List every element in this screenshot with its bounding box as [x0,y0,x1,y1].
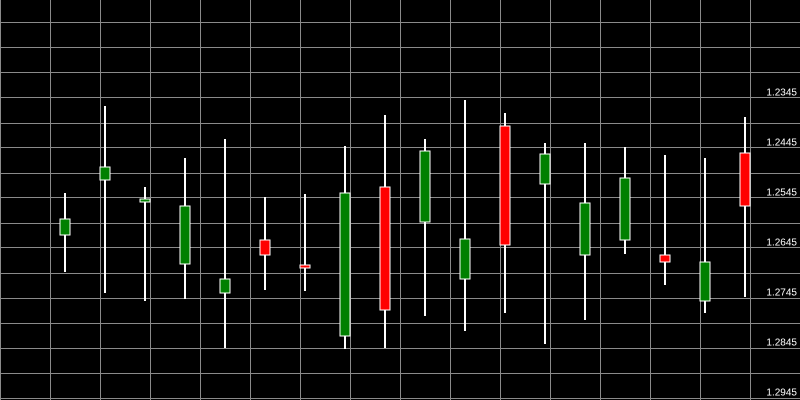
candle-body [499,125,511,246]
y-tick-label: 1.2445 [766,138,797,149]
candle-body [459,238,471,280]
candle-body [739,152,751,207]
y-tick-label: 1.2345 [766,88,797,99]
candle-body [539,153,551,185]
y-tick-label: 1.2545 [766,188,797,199]
candle-body [299,264,311,269]
candle-body [699,261,711,302]
y-tick-label: 1.2845 [766,338,797,349]
candle-body [99,166,111,181]
candle-body [379,186,391,311]
candle-body [339,192,351,337]
candle-body [619,177,631,241]
y-tick-label: 1.2745 [766,288,797,299]
candle-body [139,198,151,203]
candle-body [59,218,71,236]
y-tick-label: 1.2945 [766,388,797,399]
candle-body [179,205,191,265]
candle-body [419,150,431,223]
candle-body [659,254,671,263]
candle-body [579,202,591,256]
candle-body [259,239,271,256]
y-tick-label: 1.2645 [766,238,797,249]
candle-body [219,278,231,294]
